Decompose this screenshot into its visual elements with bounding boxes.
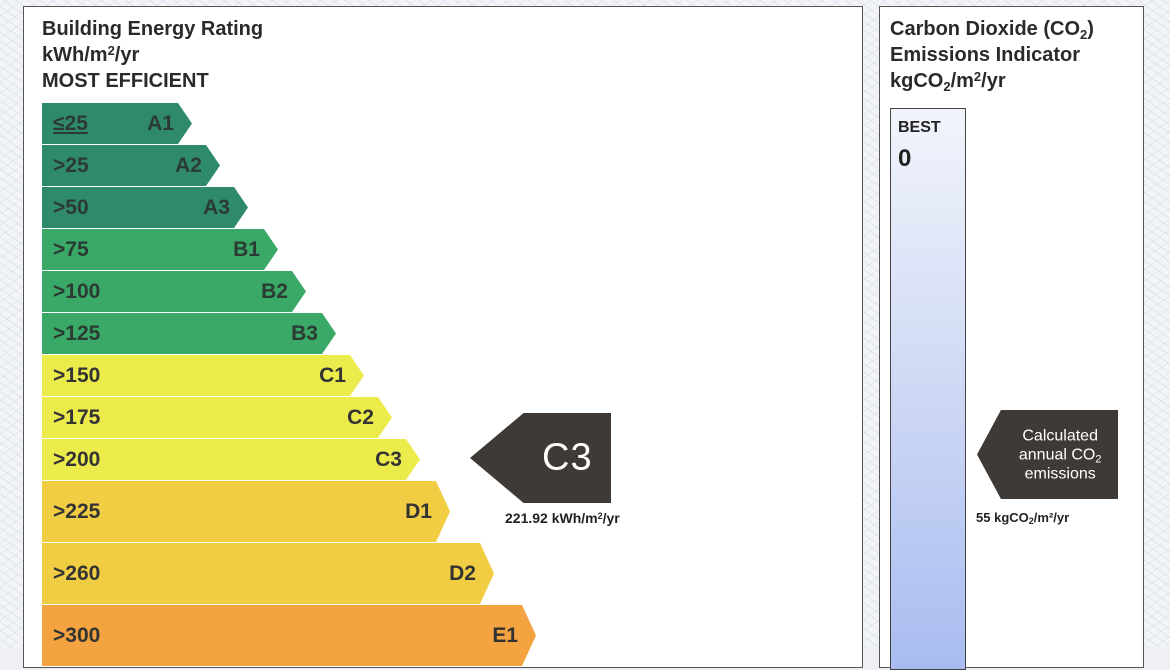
co2-arrow-text: Calculated annual CO2 emissions xyxy=(1005,426,1115,483)
co2-arrow-line-1: Calculated xyxy=(1022,427,1098,444)
co2-title-sub: 2 xyxy=(1080,27,1088,42)
band-code-label: A3 xyxy=(203,195,230,219)
rating-band-a2: >25 A2 xyxy=(42,145,220,186)
co2-title: Carbon Dioxide (CO2) Emissions Indicator… xyxy=(890,16,1094,94)
band-code-label: B1 xyxy=(233,237,260,261)
co2-emissions-panel: Carbon Dioxide (CO2) Emissions Indicator… xyxy=(879,6,1144,670)
band-range-label: >175 xyxy=(53,405,101,429)
co2-title-line-2: Emissions Indicator xyxy=(890,44,1081,66)
co2-title-end: ) xyxy=(1087,18,1094,40)
rating-value: 221.92 xyxy=(505,510,548,526)
co2-unit-mid: /m xyxy=(950,70,974,92)
band-range-label: >75 xyxy=(53,237,89,261)
band-range-label: >100 xyxy=(53,279,101,303)
title-line-1: Building Energy Rating xyxy=(42,18,264,40)
rating-band-b2: >100 B2 xyxy=(42,271,306,312)
co2-unit-sup: 2 xyxy=(973,69,982,84)
rating-band-c2: >175 C2 xyxy=(42,397,392,438)
co2-unit-sub: 2 xyxy=(943,79,951,94)
band-range-label: >200 xyxy=(53,447,101,471)
unit-sup: 2 xyxy=(107,43,115,58)
rating-band-b3: >125 B3 xyxy=(42,313,336,354)
unit-prefix: kWh/m xyxy=(42,44,108,66)
co2-best-value: 0 xyxy=(898,145,912,172)
co2-title-line-3: kgCO2/m2/yr xyxy=(890,68,1094,94)
co2-scale-bar: BEST 0 xyxy=(890,108,966,670)
co2-fig-unit-suffix: /m²/yr xyxy=(1033,510,1070,525)
title-unit-line: kWh/m2/yr xyxy=(42,42,263,68)
band-code-label: B3 xyxy=(291,321,318,345)
most-efficient-label: MOST EFFICIENT xyxy=(42,70,209,92)
co2-value: 55 xyxy=(976,510,991,525)
rating-band-c3: >200 C3 xyxy=(42,439,420,480)
rating-unit-prefix: kWh/m xyxy=(551,510,598,526)
band-range-label: >25 xyxy=(53,153,89,177)
co2-arrow-line-2: annual CO2 xyxy=(1005,445,1115,465)
band-code-label: C3 xyxy=(375,447,402,471)
band-code-label: A2 xyxy=(175,153,202,177)
rating-unit-sup: 2 xyxy=(597,511,603,521)
co2-fig-unit-prefix: kgCO xyxy=(994,510,1029,525)
co2-unit-prefix: kgCO xyxy=(890,70,944,92)
band-code-label: E1 xyxy=(492,623,518,647)
co2-best-label: BEST xyxy=(898,119,941,136)
current-rating-code: C3 xyxy=(542,436,593,479)
unit-suffix: /yr xyxy=(114,44,140,66)
rating-band-a1: ≤25 A1 xyxy=(42,103,192,144)
rating-band-c1: >150 C1 xyxy=(42,355,364,396)
band-code-label: D1 xyxy=(405,499,432,523)
band-range-label: >125 xyxy=(53,321,101,345)
current-rating-figure: 221.92 kWh/m2/yr xyxy=(505,510,620,526)
band-code-label: D2 xyxy=(449,561,476,585)
co2-emissions-figure: 55 kgCO2/m²/yr xyxy=(976,510,1070,526)
band-range-label: >50 xyxy=(53,195,89,219)
co2-title-text: Carbon Dioxide (CO xyxy=(890,18,1081,40)
band-range-label: >150 xyxy=(53,363,101,387)
band-code-label: B2 xyxy=(261,279,288,303)
rating-band-b1: >75 B1 xyxy=(42,229,278,270)
band-code-label: C1 xyxy=(319,363,346,387)
band-range-label: >225 xyxy=(53,499,101,523)
band-code-label: A1 xyxy=(147,111,174,135)
co2-emissions-arrow: Calculated annual CO2 emissions xyxy=(977,410,1118,499)
rating-band-e1: >300 E1 xyxy=(42,605,536,666)
co2-title-line-1: Carbon Dioxide (CO2) xyxy=(890,16,1094,42)
rating-unit-suffix: /yr xyxy=(602,510,620,526)
co2-fig-unit-sub: 2 xyxy=(1028,516,1034,526)
rating-band-a3: >50 A3 xyxy=(42,187,248,228)
rating-band-d1: >225 D1 xyxy=(42,481,450,542)
energy-rating-panel: Building Energy Rating kWh/m2/yr MOST EF… xyxy=(23,6,863,668)
band-range-label: ≤25 xyxy=(53,111,88,135)
co2-arrow-sub: 2 xyxy=(1095,453,1102,465)
band-code-label: C2 xyxy=(347,405,374,429)
co2-arrow-line-2-text: annual CO xyxy=(1018,446,1096,463)
rating-band-d2: >260 D2 xyxy=(42,543,494,604)
energy-rating-title: Building Energy Rating kWh/m2/yr MOST EF… xyxy=(42,16,263,94)
co2-arrow-line-3: emissions xyxy=(1024,465,1096,482)
co2-unit-end: /yr xyxy=(981,70,1006,92)
band-range-label: >300 xyxy=(53,623,101,647)
band-range-label: >260 xyxy=(53,561,101,585)
current-rating-arrow: C3 xyxy=(470,413,611,503)
